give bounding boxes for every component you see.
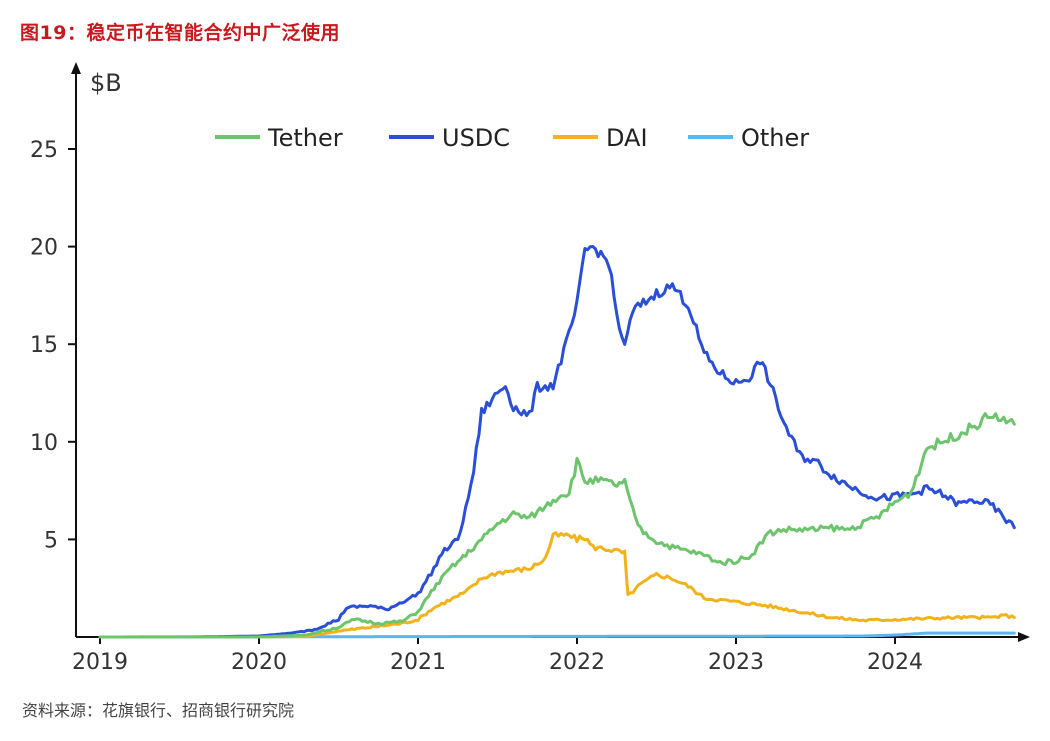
legend-label-usdc: USDC (442, 124, 510, 152)
x-tick-label: 2023 (708, 650, 764, 675)
legend-label-dai: DAI (606, 124, 648, 152)
series-line-tether (98, 412, 1016, 639)
x-tick-label: 2021 (390, 650, 446, 675)
source-note: 资料来源：花旗银行、招商银行研究院 (22, 701, 295, 720)
y-axis-label: $B (90, 69, 122, 97)
y-tick-label: 20 (30, 236, 58, 261)
x-tick-label: 2024 (867, 650, 923, 675)
figure-title: 图19：稳定币在智能合约中广泛使用 (20, 22, 340, 44)
x-ticks: 2019 2020 2021 2022 2023 2024 (72, 637, 923, 675)
x-tick-label: 2022 (549, 650, 605, 675)
y-tick-label: 10 (30, 431, 58, 456)
y-ticks: 5 10 15 20 25 (30, 138, 76, 553)
legend-label-tether: Tether (267, 124, 343, 152)
y-tick-label: 15 (30, 333, 58, 358)
axes: $B (71, 62, 1030, 642)
y-tick-label: 25 (30, 138, 58, 163)
x-axis-arrow (1018, 632, 1030, 642)
x-tick-label: 2020 (231, 650, 287, 675)
y-tick-label: 5 (44, 528, 58, 553)
series-lines (98, 245, 1016, 639)
legend-label-other: Other (741, 124, 809, 152)
series-line-dai (98, 531, 1016, 639)
series-line-usdc (98, 245, 1016, 639)
y-axis-arrow (71, 62, 81, 74)
x-tick-label: 2019 (72, 650, 128, 675)
legend: Tether USDC DAI Other (215, 124, 809, 152)
